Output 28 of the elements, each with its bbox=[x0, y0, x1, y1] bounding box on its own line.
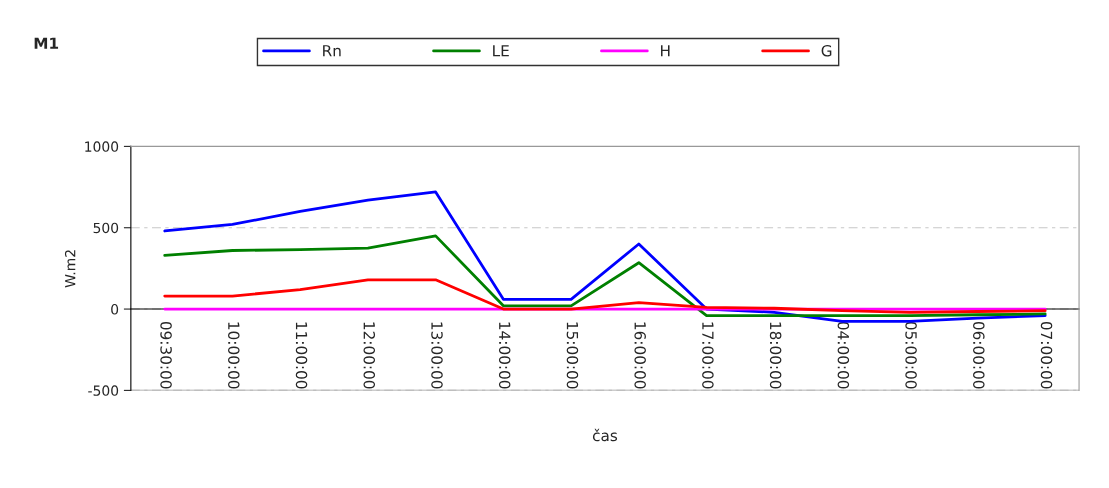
chart-title: M1 bbox=[34, 37, 59, 49]
y-tick-label: 0 bbox=[111, 304, 119, 315]
line-series bbox=[163, 278, 1047, 314]
x-tick-label: 06:00:00 bbox=[973, 321, 985, 389]
x-tick-label: 11:00:00 bbox=[295, 322, 308, 389]
x-tick-label: 12:00:00 bbox=[363, 322, 376, 389]
x-tick-label: 10:00:00 bbox=[228, 322, 240, 389]
line-series bbox=[163, 234, 1047, 317]
x-tick-label: 05:00:00 bbox=[905, 321, 917, 389]
legend-label: G bbox=[821, 44, 832, 57]
x-tick-label: 07:00:00 bbox=[1040, 321, 1053, 389]
x-tick-label: 14:00:00 bbox=[498, 322, 511, 389]
y-tick-label: 1000 bbox=[85, 141, 119, 152]
y-tick-label: 500 bbox=[93, 222, 119, 234]
x-axis-title: čas bbox=[592, 428, 618, 442]
legend-label: LE bbox=[493, 45, 509, 57]
x-tick-label: 13:00:00 bbox=[431, 322, 443, 389]
x-tick-label: 04:00:00 bbox=[837, 321, 850, 389]
y-axis-title: W.m2 bbox=[64, 250, 76, 288]
x-tick-label: 15:00:00 bbox=[566, 322, 579, 389]
x-tick-label: 18:00:00 bbox=[769, 322, 782, 389]
legend-label: H bbox=[661, 45, 670, 57]
x-tick-label: 16:00:00 bbox=[634, 322, 646, 389]
y-tick-label: -500 bbox=[88, 385, 119, 396]
x-tick-label: 17:00:00 bbox=[702, 322, 714, 389]
legend-label: Rn bbox=[323, 45, 341, 57]
x-tick-label: 09:30:00 bbox=[160, 321, 172, 389]
line-series bbox=[163, 190, 1047, 323]
